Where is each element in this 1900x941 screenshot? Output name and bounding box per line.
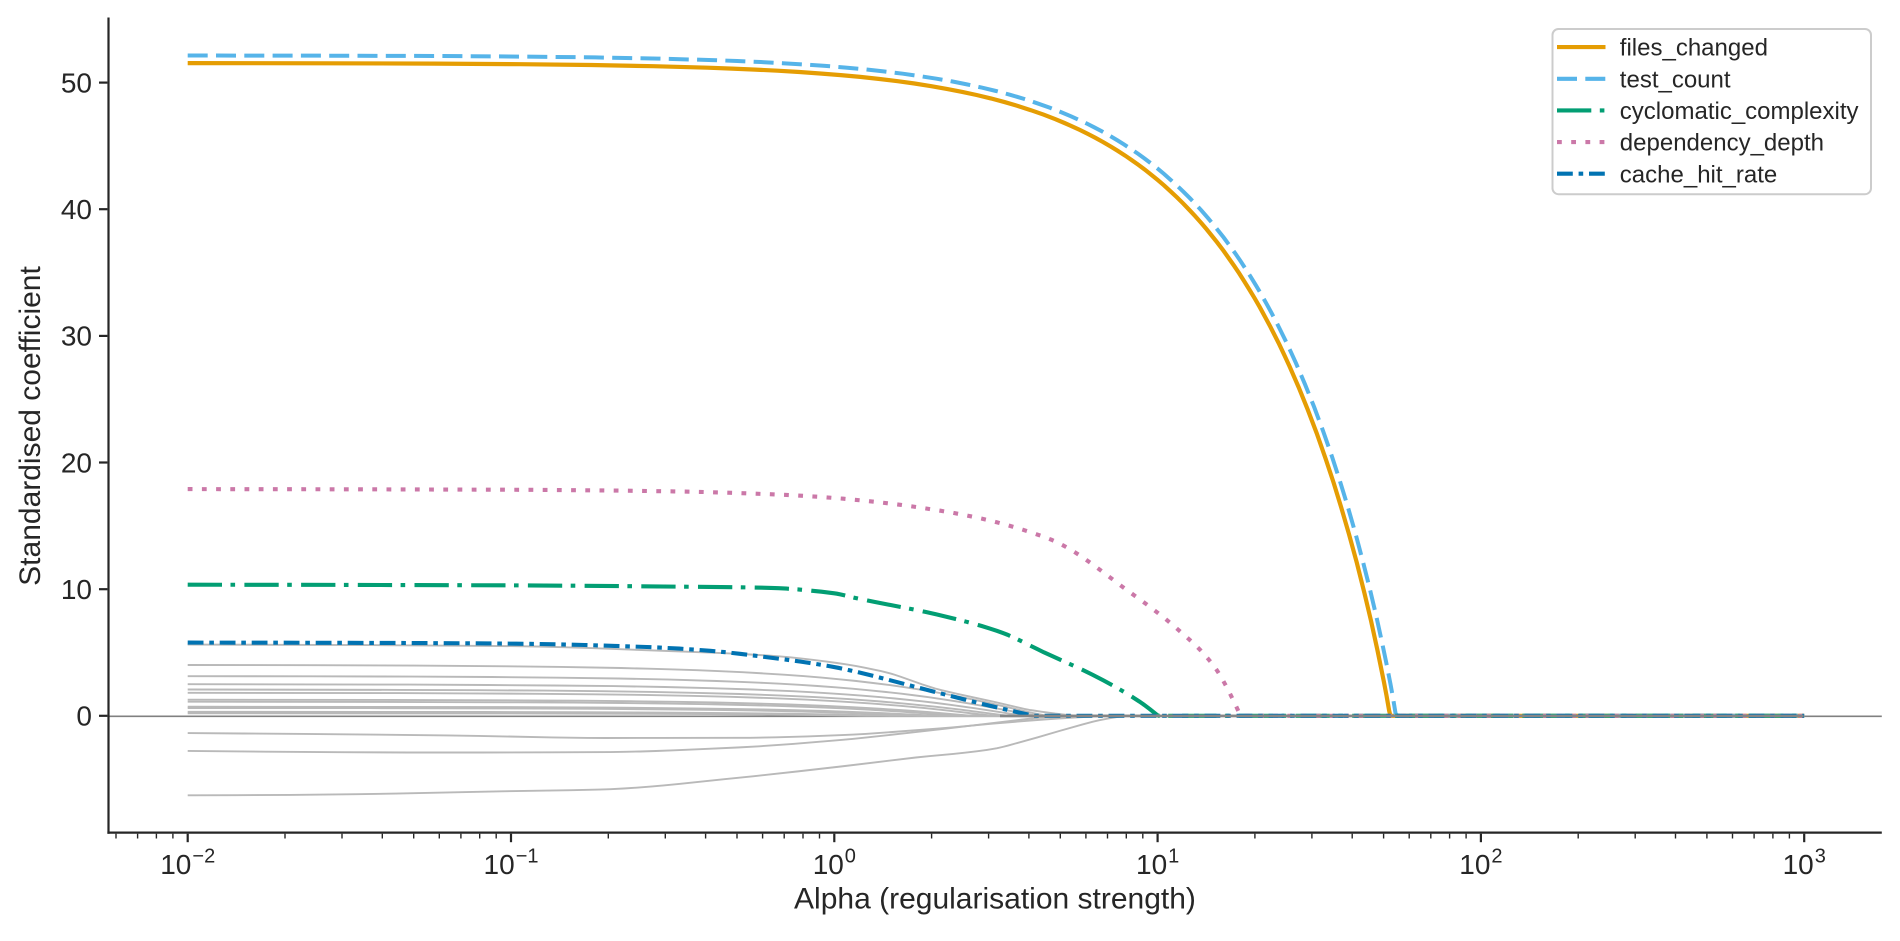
svg-text:10: 10 bbox=[484, 849, 515, 880]
svg-text:2: 2 bbox=[1491, 846, 1502, 868]
svg-text:10: 10 bbox=[1459, 849, 1490, 880]
svg-text:−2: −2 bbox=[192, 846, 215, 868]
svg-text:cyclomatic_complexity: cyclomatic_complexity bbox=[1620, 98, 1859, 125]
svg-text:50: 50 bbox=[61, 67, 92, 98]
svg-text:test_count: test_count bbox=[1620, 66, 1731, 93]
svg-text:0: 0 bbox=[845, 846, 856, 868]
svg-text:20: 20 bbox=[61, 447, 92, 478]
svg-text:10: 10 bbox=[813, 849, 844, 880]
svg-text:0: 0 bbox=[76, 701, 92, 732]
svg-text:1: 1 bbox=[1168, 846, 1179, 868]
svg-text:Alpha (regularisation strength: Alpha (regularisation strength) bbox=[794, 883, 1196, 916]
svg-text:10: 10 bbox=[160, 849, 191, 880]
svg-text:10: 10 bbox=[1783, 849, 1814, 880]
svg-text:files_changed: files_changed bbox=[1620, 35, 1768, 62]
svg-text:3: 3 bbox=[1815, 846, 1826, 868]
svg-text:40: 40 bbox=[61, 194, 92, 225]
svg-text:30: 30 bbox=[61, 321, 92, 352]
svg-text:cache_hit_rate: cache_hit_rate bbox=[1620, 161, 1777, 188]
svg-text:10: 10 bbox=[61, 574, 92, 605]
svg-text:10: 10 bbox=[1136, 849, 1167, 880]
svg-text:dependency_depth: dependency_depth bbox=[1620, 130, 1824, 157]
svg-text:Standardised coefficient: Standardised coefficient bbox=[14, 266, 47, 586]
svg-text:−1: −1 bbox=[516, 846, 539, 868]
